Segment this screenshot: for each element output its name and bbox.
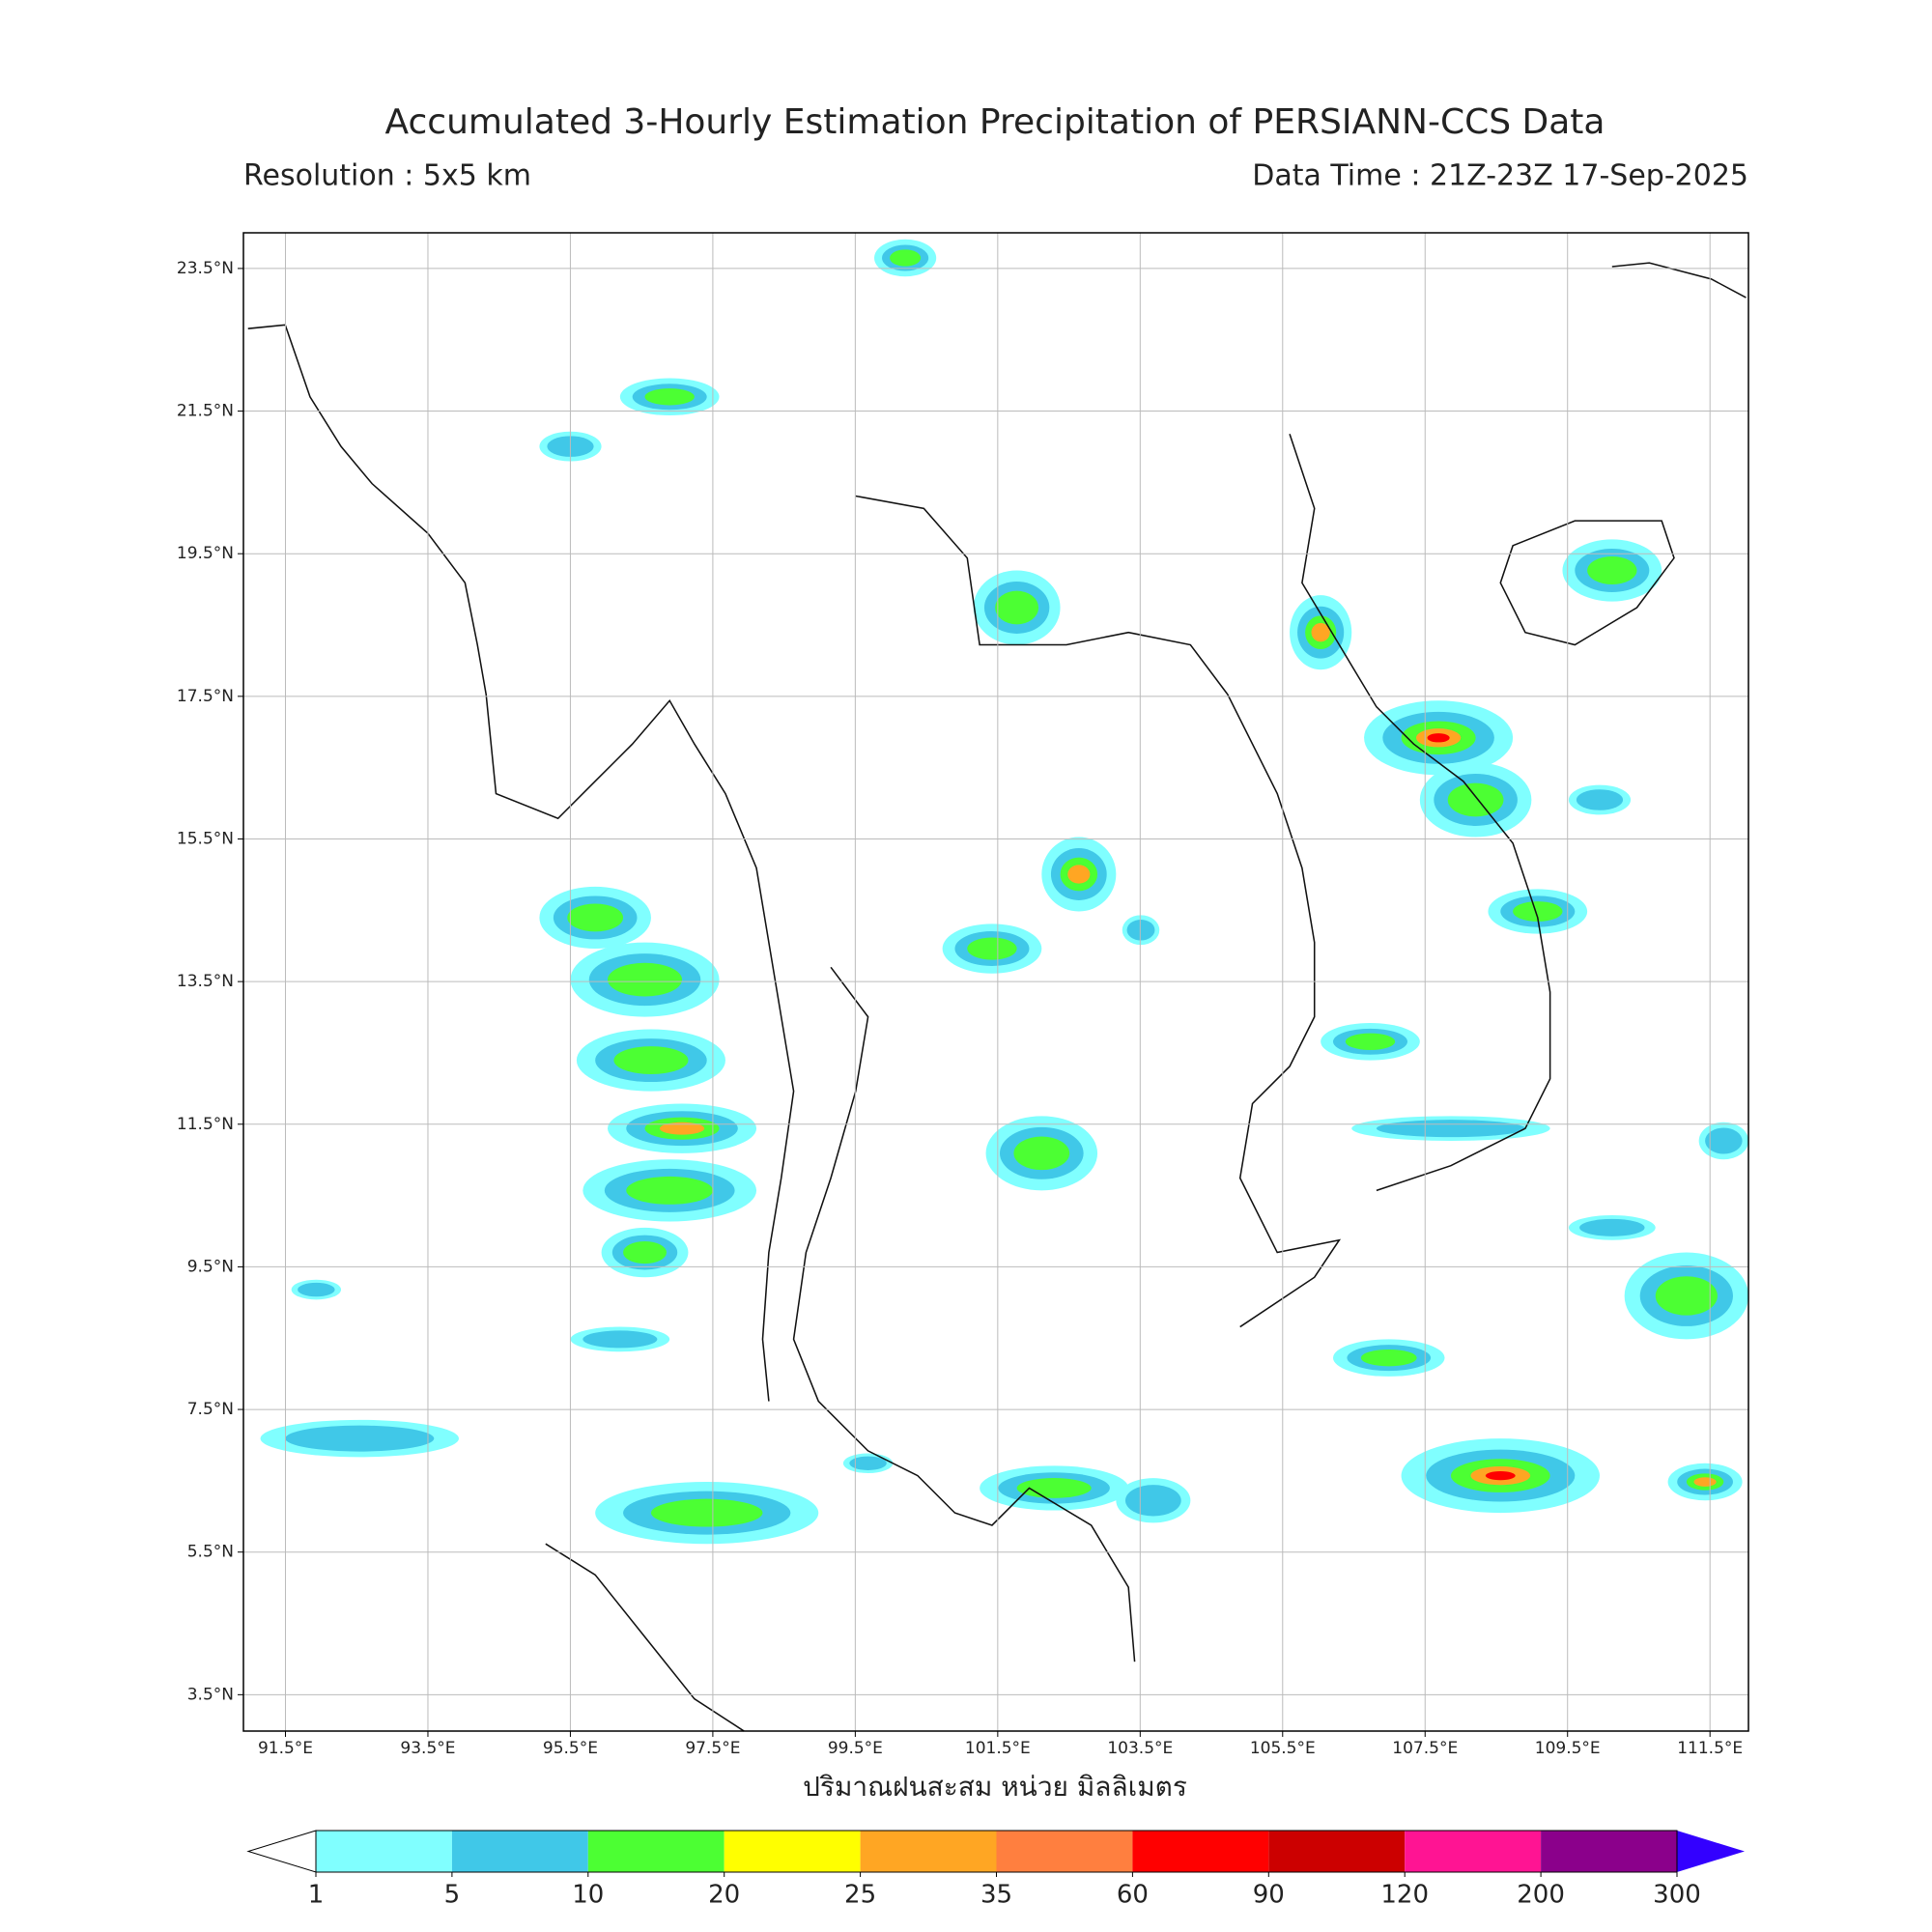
y-tick-label: 13.5°N xyxy=(177,972,234,991)
subtitle-left: Resolution : 5x5 km xyxy=(243,159,531,193)
rain-area xyxy=(1513,901,1563,922)
y-tick-label: 21.5°N xyxy=(177,402,234,421)
coast-hainan xyxy=(1499,520,1675,646)
colorbar-over xyxy=(1677,1831,1745,1872)
rain-area xyxy=(1013,1136,1070,1171)
rain-area xyxy=(1311,623,1330,642)
rain-area xyxy=(1587,556,1637,584)
x-tick-label: 111.5°E xyxy=(1677,1739,1743,1758)
rain-area xyxy=(608,962,683,997)
rain-area xyxy=(1705,1127,1743,1154)
rain-area xyxy=(626,1176,714,1205)
y-tick-label: 7.5°N xyxy=(187,1400,234,1419)
title: Accumulated 3-Hourly Estimation Precipit… xyxy=(385,102,1605,142)
y-tick-label: 9.5°N xyxy=(187,1257,234,1276)
colorbar-segment xyxy=(860,1831,997,1872)
colorbar-tick-label: 35 xyxy=(980,1881,1012,1910)
colorbar-tick-label: 5 xyxy=(444,1881,461,1910)
rain-area xyxy=(1655,1276,1718,1316)
y-tick-label: 5.5°N xyxy=(187,1543,234,1562)
colorbar-tick-label: 1 xyxy=(308,1881,325,1910)
colorbar-tick-label: 25 xyxy=(844,1881,876,1910)
coast-vietnam xyxy=(1289,434,1551,1192)
x-tick-label: 93.5°E xyxy=(400,1739,455,1758)
y-tick-label: 23.5°N xyxy=(177,259,234,278)
rain-area xyxy=(967,937,1017,960)
colorbar-tick-label: 90 xyxy=(1253,1881,1285,1910)
rain-area xyxy=(1067,865,1091,884)
colorbar-segment xyxy=(1405,1831,1542,1872)
rain-area xyxy=(1447,782,1504,817)
rain-area xyxy=(1126,919,1155,941)
colorbar-tick-label: 300 xyxy=(1653,1881,1701,1910)
y-tick-label: 11.5°N xyxy=(177,1115,234,1134)
rain-area xyxy=(1427,733,1450,743)
rain-area xyxy=(285,1425,435,1452)
colorbar-tick-label: 120 xyxy=(1380,1881,1429,1910)
x-axis-label: ปริมาณฝนสะสม หน่วย มิลลิเมตร xyxy=(803,1771,1187,1803)
rain-area xyxy=(890,249,922,267)
colorbar-under xyxy=(246,1830,317,1873)
colorbar-tick-label: 20 xyxy=(708,1881,740,1910)
coast-china xyxy=(1611,262,1747,298)
y-tick-label: 17.5°N xyxy=(177,687,234,706)
x-tick-label: 91.5°E xyxy=(258,1739,313,1758)
rain-area xyxy=(849,1456,887,1470)
colorbar-segment xyxy=(724,1831,861,1872)
rain-area xyxy=(623,1240,667,1264)
rain-area xyxy=(659,1122,705,1135)
colorbar-segment xyxy=(1541,1831,1677,1872)
border-east xyxy=(855,495,1342,1328)
colorbar-segment xyxy=(587,1831,724,1872)
x-tick-label: 103.5°E xyxy=(1107,1739,1173,1758)
rain-area xyxy=(1579,1218,1645,1236)
rain-area xyxy=(995,590,1039,625)
rain-area xyxy=(1016,1478,1092,1498)
coast-peninsula xyxy=(792,966,1136,1662)
precipitation-layer xyxy=(260,239,1749,1545)
coast-sumatra xyxy=(545,1543,745,1732)
rain-area xyxy=(650,1498,763,1527)
rain-area xyxy=(582,1330,658,1349)
rain-area xyxy=(1376,1120,1525,1138)
coast-myanmar xyxy=(247,324,795,1402)
coastlines xyxy=(247,262,1747,1732)
x-tick-label: 95.5°E xyxy=(543,1739,598,1758)
x-tick-label: 97.5°E xyxy=(685,1739,740,1758)
rain-area xyxy=(644,388,695,406)
colorbar-segment xyxy=(996,1831,1133,1872)
rain-area xyxy=(1345,1033,1396,1050)
subtitle-right: Data Time : 21Z-23Z 17-Sep-2025 xyxy=(1252,159,1748,193)
x-tick-label: 107.5°E xyxy=(1392,1739,1458,1758)
colorbar-segment xyxy=(451,1831,588,1872)
y-tick-label: 15.5°N xyxy=(177,829,234,848)
axes: 91.5°E 93.5°E 95.5°E 97.5°E 99.5°E 101.5°E 103… xyxy=(177,232,1749,1758)
rain-area xyxy=(1124,1485,1181,1517)
y-tick-label: 3.5°N xyxy=(187,1685,234,1704)
rain-area xyxy=(1576,789,1624,810)
y-tick-label: 19.5°N xyxy=(177,544,234,563)
x-tick-label: 101.5°E xyxy=(965,1739,1031,1758)
colorbar-tick-label: 60 xyxy=(1117,1881,1149,1910)
rain-area xyxy=(1360,1349,1417,1367)
rain-area xyxy=(298,1282,335,1297)
x-tick-label: 105.5°E xyxy=(1250,1739,1316,1758)
rain-area xyxy=(567,903,624,932)
colorbar-segment xyxy=(1268,1831,1406,1872)
rain-area xyxy=(1485,1470,1516,1481)
colorbar: 1 5 10 20 25 35 60 90 120 200 300 xyxy=(246,1830,1745,1910)
colorbar-tick-label: 200 xyxy=(1517,1881,1565,1910)
colorbar-tick-label: 10 xyxy=(572,1881,604,1910)
colorbar-segment xyxy=(1132,1831,1269,1872)
rain-area xyxy=(1693,1477,1717,1487)
rain-area xyxy=(613,1046,689,1075)
x-tick-label: 99.5°E xyxy=(828,1739,883,1758)
x-tick-label: 109.5°E xyxy=(1535,1739,1601,1758)
map-frame xyxy=(242,232,1749,1732)
colorbar-segment xyxy=(316,1831,452,1872)
